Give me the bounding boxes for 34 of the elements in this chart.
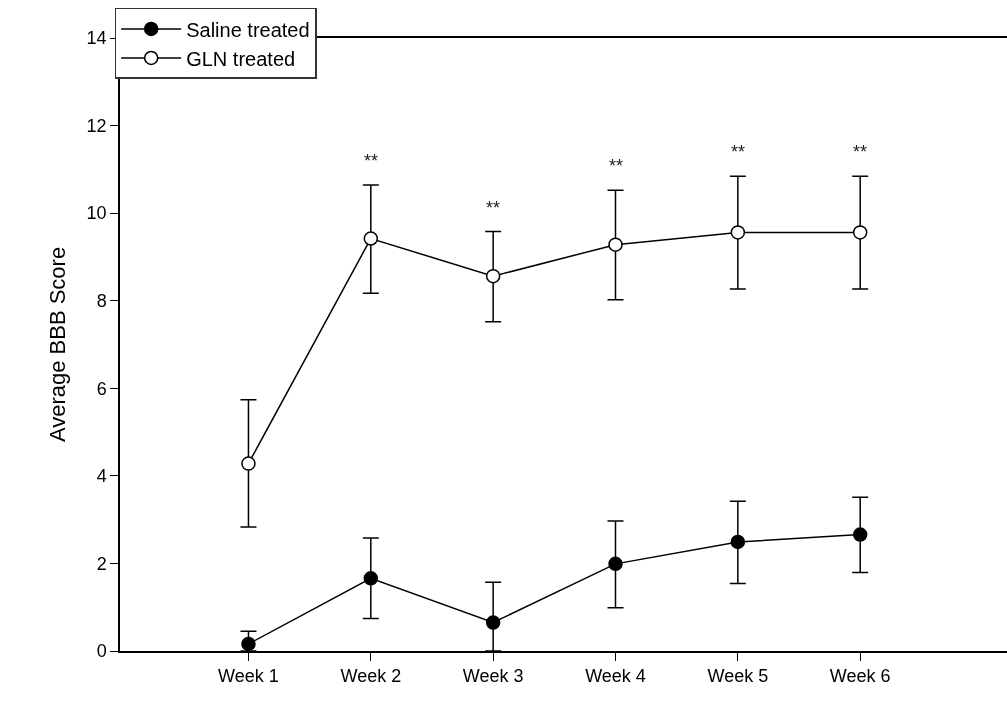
- annotation: **: [731, 142, 746, 162]
- y-tick-label: 8: [96, 291, 107, 312]
- point: [730, 225, 746, 240]
- point: [241, 636, 256, 652]
- point: [485, 615, 501, 630]
- annotation: **: [609, 156, 624, 176]
- y-axis-title: Average BBB Score: [44, 246, 70, 443]
- point: [852, 225, 868, 240]
- point: [730, 534, 746, 550]
- y-tick-label: 6: [96, 378, 107, 399]
- y-tick-label: 12: [86, 115, 107, 136]
- legend-label: GLN treated: [186, 47, 296, 70]
- point: [485, 268, 501, 284]
- point: [608, 237, 623, 252]
- x-tick-label: Week 1: [218, 666, 279, 687]
- x-tick-label: Week 2: [340, 666, 402, 687]
- annotation: **: [486, 198, 501, 218]
- point: [363, 231, 379, 246]
- point: [852, 527, 868, 542]
- annotation: **: [364, 151, 379, 171]
- annotation: **: [853, 142, 868, 162]
- point: [608, 556, 623, 572]
- point: [363, 571, 379, 586]
- y-tick-label: 4: [96, 466, 107, 487]
- y-tick-label: 14: [86, 28, 107, 49]
- point: [241, 456, 256, 471]
- y-tick-label: 0: [96, 641, 107, 662]
- x-tick-label: Week 5: [707, 666, 769, 687]
- x-tick-label: Week 4: [585, 666, 646, 687]
- legend-label: Saline treated: [186, 18, 310, 41]
- x-tick-label: Week 3: [462, 666, 524, 687]
- y-tick-label: 2: [96, 553, 107, 574]
- y-tick-label: 10: [86, 203, 107, 224]
- x-tick-label: Week 6: [829, 666, 891, 687]
